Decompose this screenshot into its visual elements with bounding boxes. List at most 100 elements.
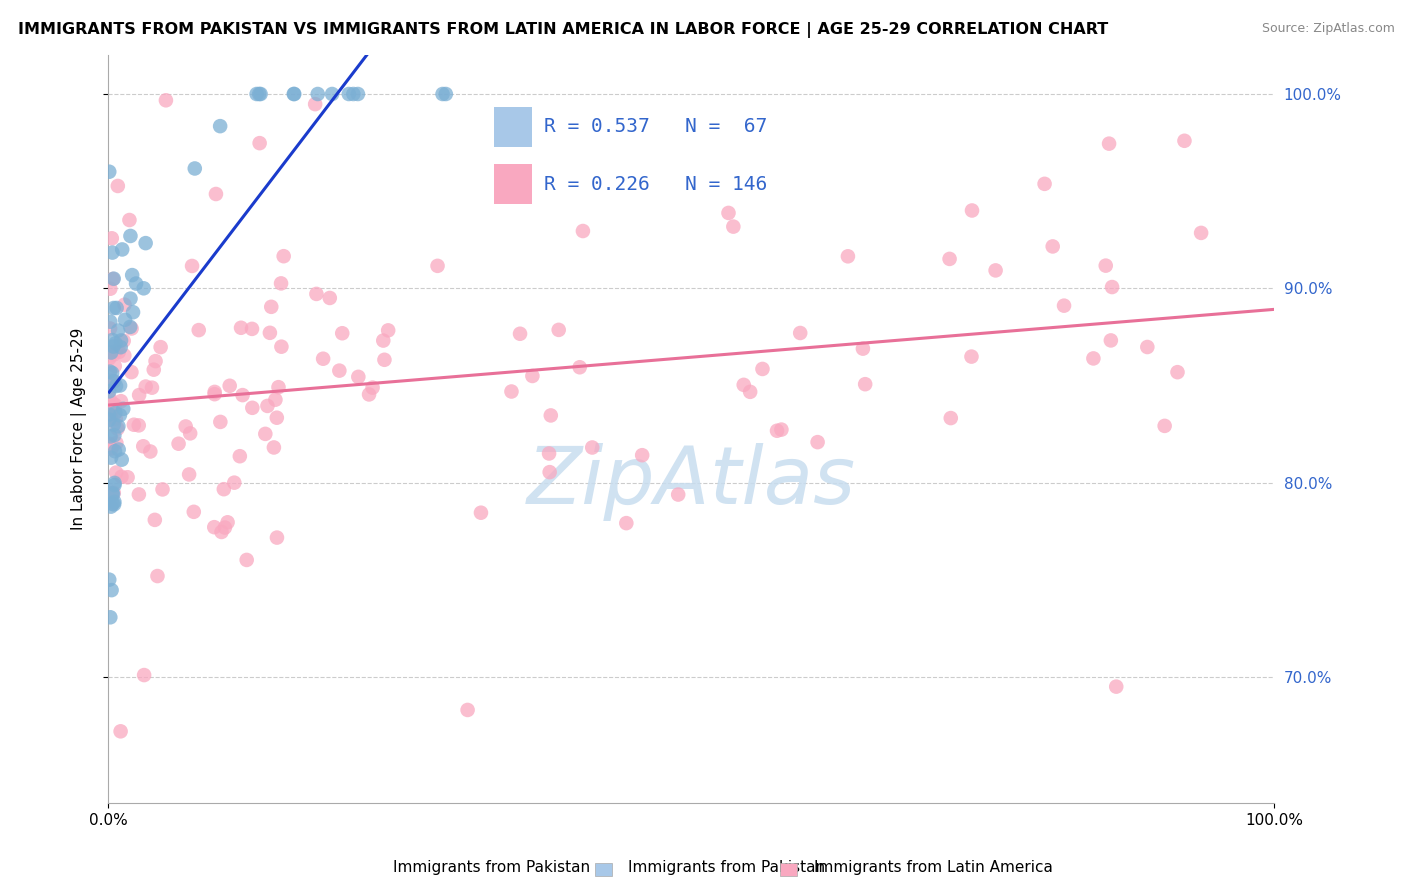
Point (98, 282, 121, 296)
Point (457, 703, 479, 717)
Point (101, 373, 124, 387)
Point (470, 506, 492, 520)
Point (342, 87, 364, 101)
Point (100, 450, 122, 465)
Point (120, 319, 142, 334)
Point (432, 87, 454, 101)
Point (181, 259, 204, 273)
Point (145, 354, 167, 368)
Point (118, 213, 141, 227)
Point (110, 394, 132, 409)
Point (939, 411, 962, 425)
Point (264, 392, 287, 407)
Point (107, 422, 129, 436)
Point (1033, 177, 1056, 191)
Point (1099, 334, 1122, 348)
Point (666, 487, 689, 501)
Point (614, 516, 637, 530)
Point (328, 364, 350, 378)
Point (104, 406, 127, 420)
Y-axis label: In Labor Force | Age 25-29: In Labor Force | Age 25-29 (72, 328, 87, 531)
Point (1042, 239, 1064, 253)
Point (103, 475, 125, 490)
Point (141, 381, 163, 395)
Point (1094, 259, 1116, 273)
Point (111, 243, 134, 257)
Point (347, 87, 370, 101)
Point (98, 365, 121, 379)
Point (337, 87, 360, 101)
Point (104, 444, 127, 458)
Point (105, 301, 128, 315)
Point (204, 384, 226, 399)
Point (204, 387, 226, 401)
Point (103, 348, 125, 362)
Point (104, 398, 127, 412)
Point (104, 359, 127, 373)
Point (837, 249, 859, 263)
Point (1083, 351, 1105, 366)
Point (103, 301, 125, 315)
Point (111, 452, 134, 467)
Point (1189, 226, 1212, 240)
Point (98, 402, 121, 417)
Point (103, 374, 125, 388)
Point (184, 161, 207, 176)
Point (319, 291, 342, 305)
Point (766, 424, 789, 438)
Point (377, 323, 399, 337)
Point (304, 97, 326, 112)
Point (98, 165, 121, 179)
Point (321, 87, 343, 101)
Point (266, 531, 288, 545)
Point (631, 448, 654, 462)
Point (202, 520, 225, 534)
Point (110, 469, 132, 483)
Point (101, 366, 124, 380)
Point (101, 245, 124, 260)
Point (357, 387, 380, 401)
Point (107, 419, 129, 434)
Point (121, 321, 143, 335)
Point (717, 206, 740, 220)
Point (105, 436, 128, 450)
Point (128, 388, 150, 402)
Point (572, 224, 595, 238)
Point (247, 87, 270, 101)
Point (179, 426, 201, 441)
Point (267, 380, 290, 394)
Point (101, 487, 124, 501)
Point (229, 449, 252, 463)
Point (538, 465, 561, 479)
Point (501, 384, 523, 399)
Text: Source: ZipAtlas.com: Source: ZipAtlas.com (1261, 22, 1395, 36)
Point (254, 426, 277, 441)
Point (98, 437, 121, 451)
Point (960, 350, 983, 364)
Point (128, 487, 150, 501)
Point (100, 345, 122, 359)
Point (960, 203, 983, 218)
Point (112, 401, 135, 416)
Point (110, 334, 132, 348)
Point (120, 365, 142, 379)
Point (152, 483, 174, 497)
Point (101, 272, 124, 286)
Point (100, 413, 122, 427)
Point (283, 87, 305, 101)
Point (101, 231, 124, 245)
Point (98, 610, 121, 624)
Point (98, 351, 121, 366)
Text: Immigrants from Pakistan: Immigrants from Pakistan (628, 860, 825, 874)
Point (98, 573, 121, 587)
Point (1153, 418, 1175, 433)
Point (723, 219, 745, 234)
Point (103, 495, 125, 509)
Point (105, 466, 128, 480)
Point (509, 326, 531, 341)
Point (270, 340, 292, 354)
Point (434, 87, 457, 101)
Point (104, 336, 127, 351)
Point (103, 417, 125, 432)
Point (852, 342, 875, 356)
